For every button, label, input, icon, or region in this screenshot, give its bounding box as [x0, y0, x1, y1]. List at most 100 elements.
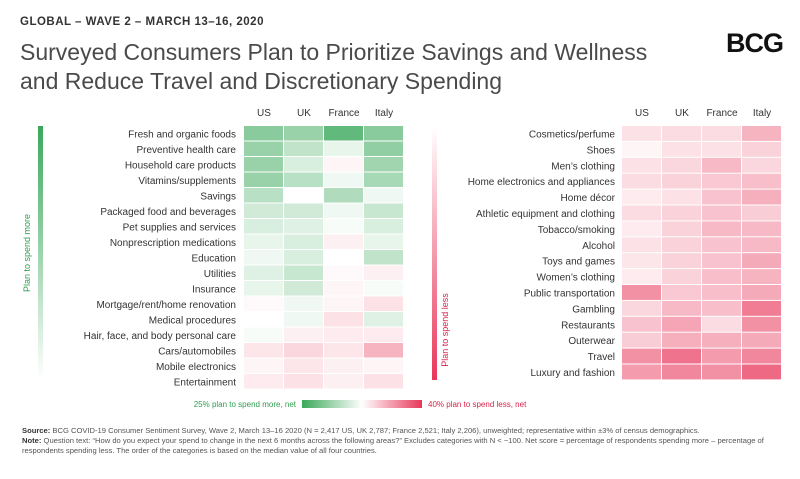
cell-insurance-uk — [284, 281, 323, 296]
row-label-alcohol: Alcohol — [582, 241, 615, 252]
kicker: GLOBAL – WAVE 2 – MARCH 13–16, 2020 — [20, 16, 264, 28]
cell-hair-face-and-body-personal-care-italy — [364, 327, 403, 342]
cell-pet-supplies-and-services-italy — [364, 219, 403, 234]
row-label-luxury-and-fashion: Luxury and fashion — [530, 368, 615, 379]
row-label-cars-automobiles: Cars/automobiles — [158, 346, 236, 357]
cell-cosmetics-perfume-italy — [742, 126, 781, 141]
cell-preventive-health-care-us — [244, 141, 283, 156]
cell-shoes-uk — [662, 141, 701, 157]
cell-restaurants-us — [622, 316, 661, 332]
cell-education-italy — [364, 250, 403, 265]
legend-more-gradient — [302, 400, 362, 408]
column-header-uk: UK — [297, 108, 311, 119]
row-label-cosmetics-perfume: Cosmetics/perfume — [529, 129, 616, 140]
cell-women-s-clothing-uk — [662, 269, 701, 284]
row-label-entertainment: Entertainment — [174, 377, 236, 388]
cell-insurance-italy — [364, 281, 403, 296]
row-label-pet-supplies-and-services: Pet supplies and services — [123, 222, 236, 233]
cell-women-s-clothing-italy — [742, 269, 781, 284]
row-label-education: Education — [192, 253, 236, 264]
row-label-hair-face-and-body-personal-care: Hair, face, and body personal care — [84, 331, 237, 342]
cell-women-s-clothing-france — [702, 269, 741, 284]
row-label-shoes: Shoes — [587, 145, 615, 156]
cell-fresh-and-organic-foods-france — [324, 126, 363, 141]
left-axis-label: Plan to spend more — [22, 214, 32, 292]
cell-utilities-france — [324, 265, 363, 280]
cell-public-transportation-france — [702, 285, 741, 300]
row-label-utilities: Utilities — [204, 269, 236, 280]
cell-medical-procedures-italy — [364, 312, 403, 327]
cell-entertainment-us — [244, 374, 283, 389]
legend-more-label: 25% plan to spend more, net — [194, 400, 297, 409]
cell-cars-automobiles-uk — [284, 343, 323, 358]
right-column-headers: US UK France Italy — [635, 108, 771, 119]
footer-notes: Source: BCG COVID-19 Consumer Sentiment … — [22, 426, 792, 456]
cell-utilities-us — [244, 265, 283, 280]
cell-athletic-equipment-and-clothing-france — [702, 205, 741, 221]
cell-home-d-cor-uk — [662, 189, 701, 205]
cell-insurance-france — [324, 281, 363, 296]
cell-pet-supplies-and-services-france — [324, 219, 363, 234]
cell-mortgage-rent-home-renovation-uk — [284, 296, 323, 311]
cell-toys-and-games-italy — [742, 253, 781, 269]
slide: GLOBAL – WAVE 2 – MARCH 13–16, 2020 Surv… — [8, 8, 792, 471]
cell-medical-procedures-uk — [284, 312, 323, 327]
cell-mortgage-rent-home-renovation-france — [324, 296, 363, 311]
row-label-mobile-electronics: Mobile electronics — [156, 362, 236, 373]
spend-less-gradient-bar — [432, 126, 437, 380]
row-label-mortgage-rent-home-renovation: Mortgage/rent/home renovation — [96, 300, 236, 311]
spend-more-gradient-bar — [38, 126, 43, 380]
row-label-travel: Travel — [588, 352, 615, 363]
cell-mobile-electronics-us — [244, 358, 283, 373]
row-label-outerwear: Outerwear — [568, 336, 615, 347]
cell-entertainment-italy — [364, 374, 403, 389]
cell-savings-italy — [364, 188, 403, 203]
row-label-gambling: Gambling — [572, 304, 615, 315]
cell-shoes-italy — [742, 141, 781, 157]
cell-alcohol-uk — [662, 237, 701, 253]
cell-mobile-electronics-uk — [284, 358, 323, 373]
row-label-tobacco-smoking: Tobacco/smoking — [538, 225, 615, 236]
cell-travel-france — [702, 348, 741, 364]
cell-medical-procedures-us — [244, 312, 283, 327]
cell-utilities-italy — [364, 265, 403, 280]
cell-nonprescription-medications-us — [244, 234, 283, 249]
cell-nonprescription-medications-france — [324, 234, 363, 249]
cell-gambling-uk — [662, 300, 701, 316]
cell-home-d-cor-italy — [742, 189, 781, 205]
cell-hair-face-and-body-personal-care-france — [324, 327, 363, 342]
cell-public-transportation-italy — [742, 285, 781, 300]
column-header-us: US — [257, 108, 271, 119]
cell-vitamins-supplements-france — [324, 172, 363, 187]
cell-nonprescription-medications-italy — [364, 234, 403, 249]
cell-travel-italy — [742, 348, 781, 364]
cell-packaged-food-and-beverages-uk — [284, 203, 323, 218]
cell-household-care-products-uk — [284, 157, 323, 172]
column-header-france: France — [706, 108, 738, 119]
cell-restaurants-italy — [742, 316, 781, 332]
note-line: Note: Question text: “How do you expect … — [22, 436, 792, 456]
cell-gambling-italy — [742, 300, 781, 316]
cell-household-care-products-france — [324, 157, 363, 172]
cell-outerwear-italy — [742, 332, 781, 348]
cell-men-s-clothing-italy — [742, 157, 781, 173]
row-label-women-s-clothing: Women’s clothing — [536, 273, 615, 284]
row-label-public-transportation: Public transportation — [524, 288, 615, 299]
cell-savings-us — [244, 188, 283, 203]
source-text: BCG COVID-19 Consumer Sentiment Survey, … — [52, 426, 700, 435]
right-axis-label: Plan to spend less — [440, 293, 450, 367]
cell-public-transportation-uk — [662, 285, 701, 300]
cell-outerwear-france — [702, 332, 741, 348]
cell-pet-supplies-and-services-us — [244, 219, 283, 234]
cell-preventive-health-care-italy — [364, 141, 403, 156]
cell-tobacco-smoking-us — [622, 221, 661, 237]
column-header-us: US — [635, 108, 649, 119]
cell-women-s-clothing-us — [622, 269, 661, 284]
cell-utilities-uk — [284, 265, 323, 280]
cell-education-france — [324, 250, 363, 265]
cell-vitamins-supplements-italy — [364, 172, 403, 187]
cell-gambling-france — [702, 300, 741, 316]
cell-packaged-food-and-beverages-us — [244, 203, 283, 218]
cell-household-care-products-italy — [364, 157, 403, 172]
cell-outerwear-uk — [662, 332, 701, 348]
